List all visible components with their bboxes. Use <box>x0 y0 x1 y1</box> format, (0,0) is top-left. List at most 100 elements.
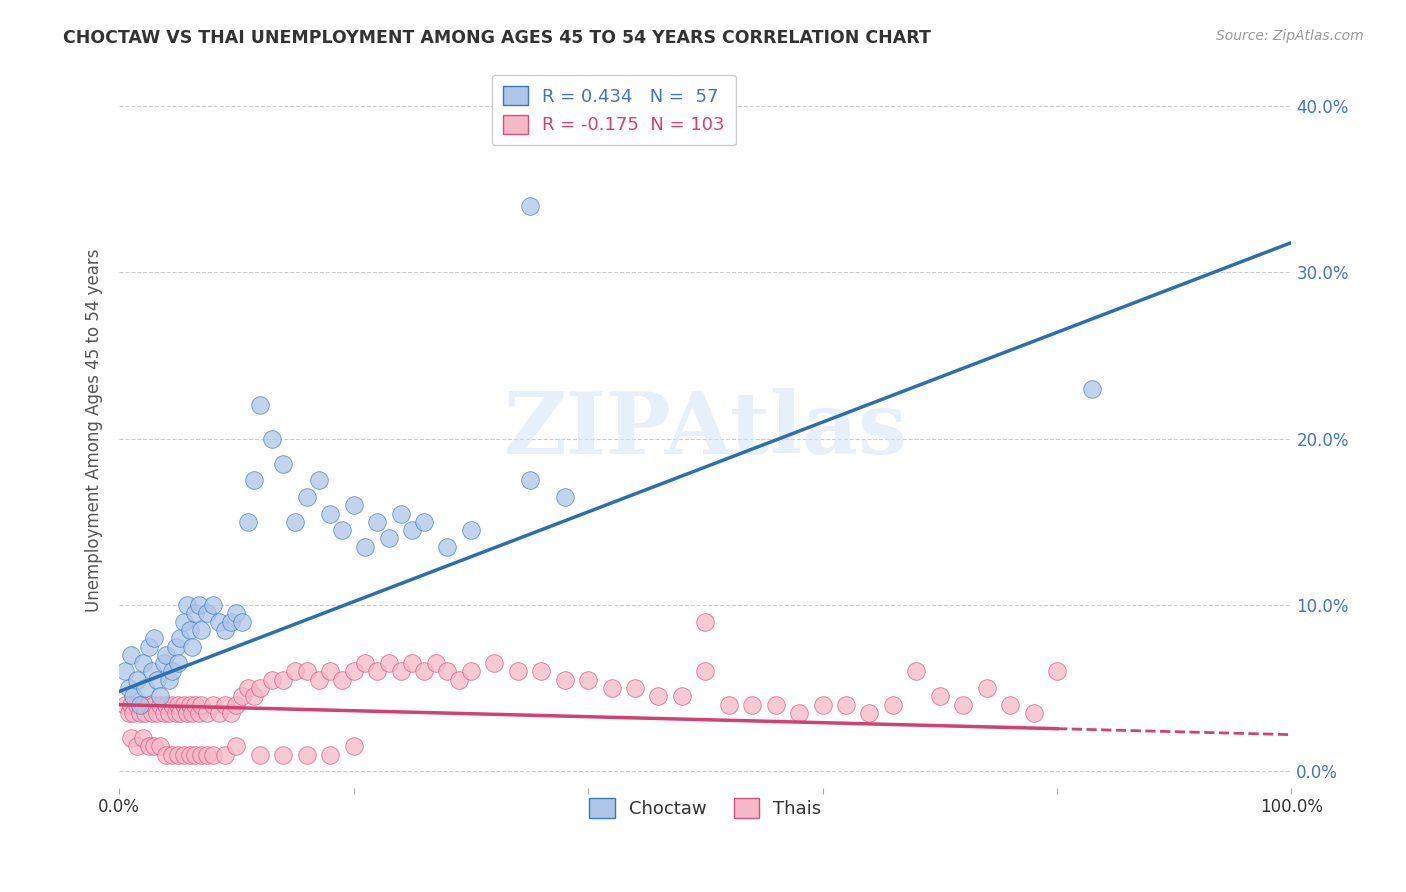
Point <box>179 747 201 762</box>
Point <box>319 507 342 521</box>
Point <box>160 665 183 679</box>
Point <box>460 665 482 679</box>
Text: Source: ZipAtlas.com: Source: ZipAtlas.com <box>1216 29 1364 43</box>
Point <box>188 706 211 720</box>
Point <box>157 706 180 720</box>
Point <box>179 623 201 637</box>
Point <box>436 665 458 679</box>
Point <box>425 656 447 670</box>
Point <box>413 665 436 679</box>
Point <box>120 648 142 662</box>
Point <box>190 623 212 637</box>
Point <box>1081 382 1104 396</box>
Point <box>125 673 148 687</box>
Point <box>1046 665 1069 679</box>
Y-axis label: Unemployment Among Ages 45 to 54 years: Unemployment Among Ages 45 to 54 years <box>86 249 103 612</box>
Point <box>225 698 247 712</box>
Point <box>165 640 187 654</box>
Point <box>214 747 236 762</box>
Point <box>519 199 541 213</box>
Text: ZIPAtlas: ZIPAtlas <box>503 388 907 473</box>
Point <box>179 698 201 712</box>
Point <box>273 457 295 471</box>
Point <box>219 615 242 629</box>
Point <box>249 681 271 695</box>
Point <box>149 698 172 712</box>
Point <box>155 648 177 662</box>
Point <box>295 490 318 504</box>
Point <box>202 598 225 612</box>
Point <box>243 690 266 704</box>
Point <box>219 706 242 720</box>
Point <box>343 665 366 679</box>
Point <box>671 690 693 704</box>
Point <box>330 673 353 687</box>
Point <box>132 656 155 670</box>
Point <box>249 399 271 413</box>
Point <box>284 665 307 679</box>
Point <box>118 706 141 720</box>
Point <box>214 623 236 637</box>
Point <box>484 656 506 670</box>
Point <box>125 739 148 754</box>
Point <box>308 473 330 487</box>
Point <box>998 698 1021 712</box>
Point <box>647 690 669 704</box>
Point <box>125 698 148 712</box>
Point <box>928 690 950 704</box>
Point <box>413 515 436 529</box>
Point <box>506 665 529 679</box>
Point <box>169 706 191 720</box>
Point <box>858 706 880 720</box>
Point <box>260 432 283 446</box>
Point <box>138 640 160 654</box>
Point <box>134 681 156 695</box>
Point <box>184 747 207 762</box>
Point <box>188 598 211 612</box>
Point <box>149 690 172 704</box>
Point <box>160 698 183 712</box>
Point <box>231 615 253 629</box>
Point <box>249 747 271 762</box>
Point <box>114 698 136 712</box>
Point <box>153 706 176 720</box>
Point <box>138 739 160 754</box>
Point <box>165 706 187 720</box>
Point <box>146 673 169 687</box>
Point <box>695 665 717 679</box>
Point <box>319 665 342 679</box>
Point <box>120 698 142 712</box>
Point <box>202 698 225 712</box>
Point <box>354 540 377 554</box>
Point <box>319 747 342 762</box>
Point <box>554 490 576 504</box>
Point <box>181 706 204 720</box>
Point <box>195 607 218 621</box>
Point <box>146 706 169 720</box>
Point <box>120 731 142 745</box>
Point <box>114 665 136 679</box>
Point <box>343 739 366 754</box>
Point <box>202 747 225 762</box>
Point <box>401 523 423 537</box>
Point <box>811 698 834 712</box>
Point <box>295 665 318 679</box>
Point <box>132 731 155 745</box>
Point <box>436 540 458 554</box>
Point <box>717 698 740 712</box>
Point <box>295 747 318 762</box>
Point <box>882 698 904 712</box>
Point <box>243 473 266 487</box>
Point <box>118 681 141 695</box>
Point <box>167 698 190 712</box>
Point <box>449 673 471 687</box>
Point <box>600 681 623 695</box>
Point <box>330 523 353 537</box>
Point <box>169 632 191 646</box>
Point <box>1022 706 1045 720</box>
Point <box>231 690 253 704</box>
Point <box>208 615 231 629</box>
Point <box>181 640 204 654</box>
Point <box>149 739 172 754</box>
Point <box>190 698 212 712</box>
